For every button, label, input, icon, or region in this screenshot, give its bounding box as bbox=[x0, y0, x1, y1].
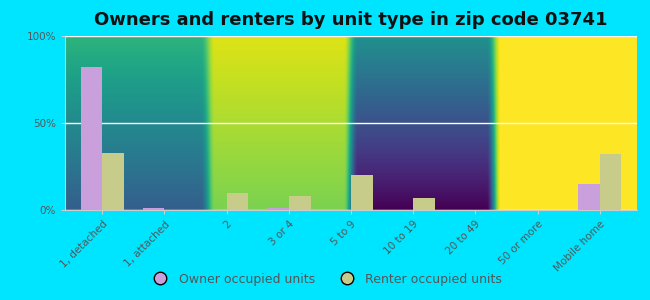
Bar bbox=[600, 154, 621, 210]
Bar bbox=[289, 196, 311, 210]
Bar bbox=[351, 175, 372, 210]
Bar bbox=[227, 193, 248, 210]
Title: Owners and renters by unit type in zip code 03741: Owners and renters by unit type in zip c… bbox=[94, 11, 608, 29]
Bar bbox=[143, 208, 164, 210]
Bar bbox=[81, 67, 102, 210]
Bar bbox=[267, 208, 289, 210]
Bar bbox=[578, 184, 600, 210]
Legend: Owner occupied units, Renter occupied units: Owner occupied units, Renter occupied un… bbox=[143, 268, 507, 291]
Bar bbox=[102, 153, 124, 210]
Bar bbox=[413, 198, 435, 210]
